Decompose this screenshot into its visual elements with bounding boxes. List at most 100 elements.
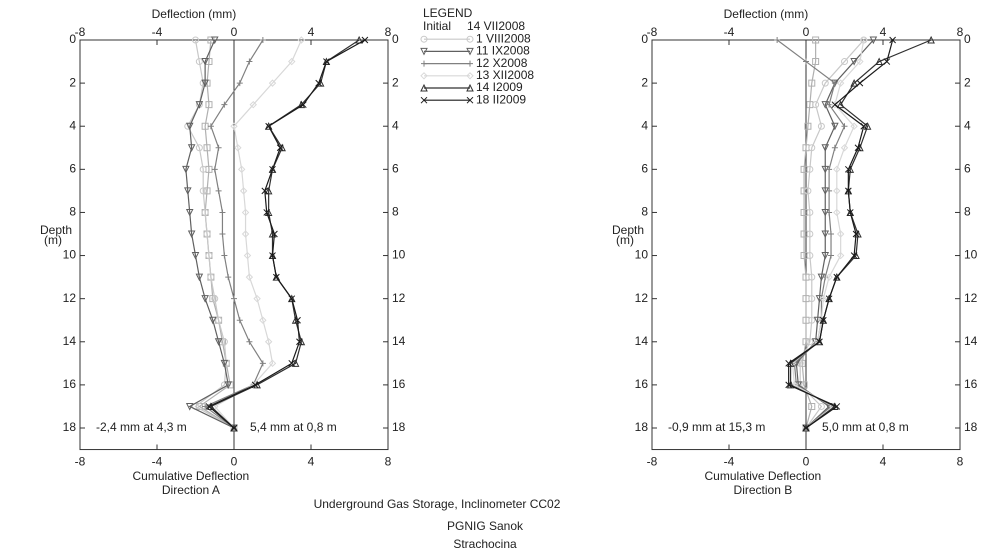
point [205, 101, 213, 109]
series-line [185, 39, 235, 429]
point [195, 144, 203, 152]
legend-marker [420, 35, 428, 43]
x-tick-label: 8 [957, 455, 964, 469]
point [869, 36, 878, 45]
legend-marker [466, 47, 474, 56]
y-tick-label: 12 [964, 291, 978, 305]
series-line [799, 39, 865, 429]
point [263, 209, 271, 216]
point [195, 58, 203, 66]
y-tick-label: 0 [392, 32, 399, 46]
x-tick-label: -8 [647, 25, 658, 39]
legend-label: 13 XII2008 [476, 68, 534, 82]
y-tick-label: 16 [63, 377, 77, 391]
point [236, 317, 243, 324]
point [268, 79, 277, 87]
x-axis-title: Deflection (mm) [152, 7, 237, 21]
point [272, 273, 280, 281]
point [187, 230, 196, 239]
point [201, 295, 209, 303]
point [803, 58, 809, 65]
y-tick-label: 18 [635, 420, 649, 434]
point [249, 381, 257, 389]
point [294, 316, 301, 324]
point [322, 57, 331, 66]
point [271, 230, 278, 238]
series-line [795, 39, 874, 429]
point [802, 423, 810, 432]
point [800, 252, 808, 260]
y-tick-label: 2 [69, 75, 76, 89]
point [259, 360, 266, 367]
point [259, 316, 267, 324]
y-tick-label: 4 [392, 118, 399, 132]
point [243, 251, 252, 260]
point [806, 208, 814, 216]
y-tick-label: 12 [63, 291, 77, 305]
bottom-label: Cumulative Deflection [705, 469, 822, 483]
bottom-label: Cumulative Deflection [133, 469, 250, 483]
point [802, 295, 810, 303]
point [844, 165, 852, 173]
point [195, 101, 204, 109]
legend-marker [420, 47, 428, 56]
point [241, 230, 250, 238]
point [224, 381, 233, 390]
point [237, 165, 246, 174]
y-tick-label: 10 [392, 248, 406, 262]
legend-label: 18 II2009 [476, 92, 526, 106]
point [828, 252, 835, 259]
point [230, 122, 238, 130]
legend-label: 1 VIII2008 [476, 31, 531, 45]
point [821, 79, 829, 87]
point [806, 230, 814, 238]
point [800, 208, 808, 216]
series-line [801, 40, 817, 429]
point [251, 381, 259, 389]
point [808, 316, 816, 324]
point [182, 165, 190, 174]
x-tick-label: -4 [724, 25, 735, 39]
point [215, 316, 223, 324]
point [296, 338, 303, 346]
point [268, 359, 277, 368]
y-tick-label: 6 [392, 162, 399, 176]
point [205, 403, 213, 410]
point [215, 144, 222, 151]
point [361, 36, 369, 44]
point [808, 273, 816, 281]
y-tick-label: 6 [964, 162, 971, 176]
point [850, 78, 858, 87]
point [253, 294, 261, 303]
point [846, 208, 855, 216]
point [850, 252, 858, 259]
annotation: -0,9 mm at 15,3 m [668, 420, 765, 434]
legend-title: LEGEND [423, 6, 473, 20]
point [808, 295, 816, 303]
point [203, 187, 211, 195]
y-tick-label: 8 [69, 205, 76, 219]
y-axis-title: (m) [616, 233, 634, 247]
x-axis-title: Deflection (mm) [724, 7, 809, 21]
point [833, 165, 841, 174]
point [203, 144, 211, 152]
point [812, 58, 820, 66]
point [209, 316, 217, 325]
y-tick-label: 10 [635, 248, 649, 262]
point [802, 144, 810, 152]
point [211, 166, 218, 173]
point [265, 122, 273, 130]
y-tick-label: 8 [964, 205, 971, 219]
x-tick-label: -4 [152, 455, 163, 469]
point [806, 338, 814, 346]
point [185, 122, 194, 131]
point [831, 144, 838, 151]
y-tick-label: 4 [641, 118, 648, 132]
legend-label: 14 VII2008 [467, 19, 525, 33]
point [323, 58, 330, 65]
point [187, 144, 196, 152]
point [831, 122, 839, 131]
y-tick-label: 6 [641, 162, 648, 176]
point [219, 209, 226, 216]
y-tick-label: 18 [63, 420, 77, 434]
